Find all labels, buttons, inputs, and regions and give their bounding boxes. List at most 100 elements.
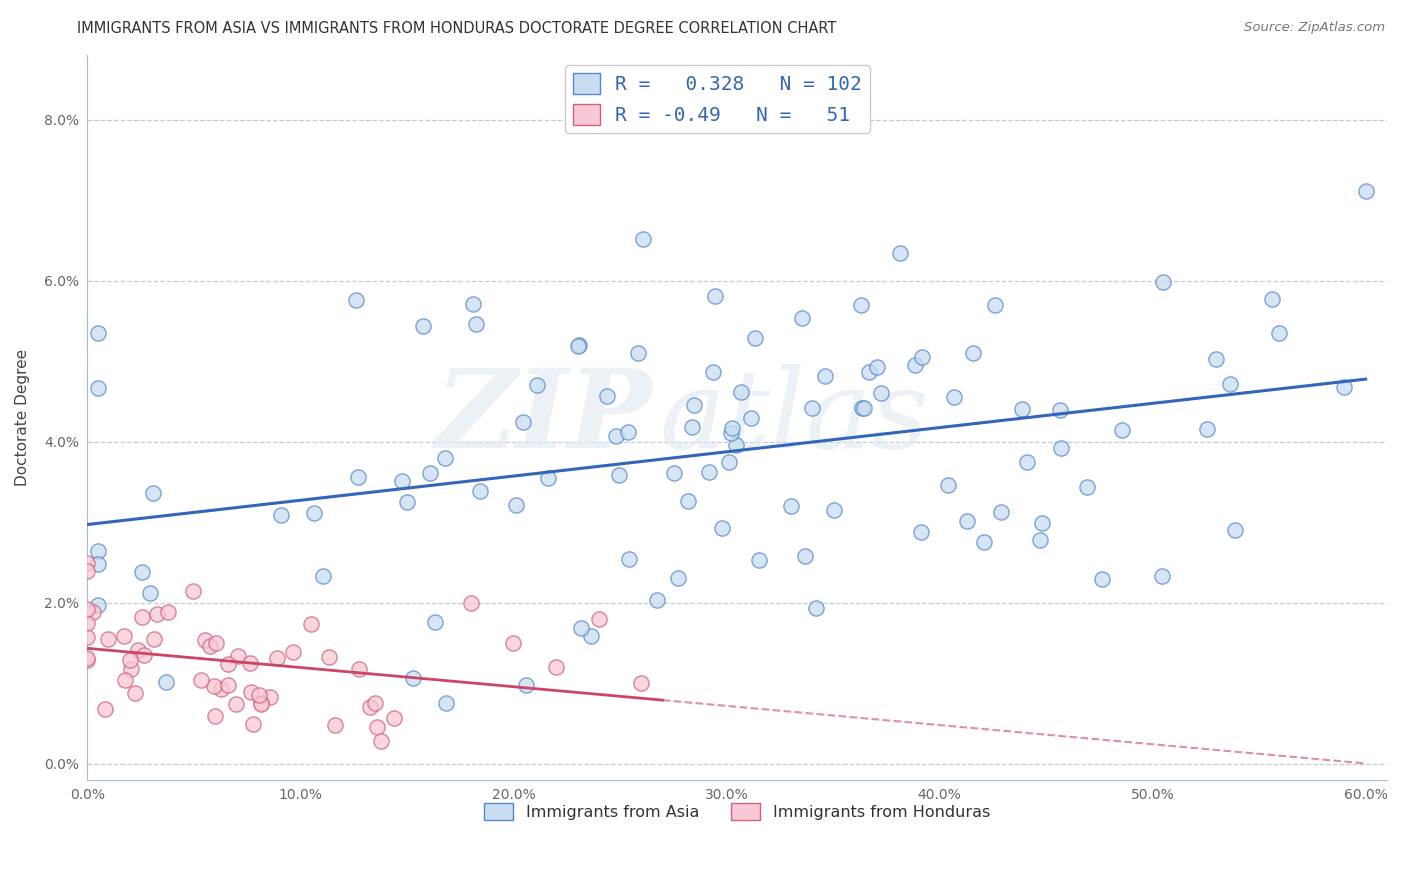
Point (1011, 402, 1033, 417)
Point (1050, 441, 1073, 455)
Point (190, 673, 212, 687)
Point (744, 330, 766, 344)
Point (266, 650, 288, 665)
Point (87, 598, 110, 612)
Point (605, 429, 627, 443)
Point (423, 615, 446, 629)
Point (853, 401, 876, 415)
Point (359, 700, 381, 714)
Point (94, 702, 117, 716)
Point (823, 503, 845, 517)
Point (720, 421, 742, 435)
Point (800, 401, 823, 416)
Text: Source: ZipAtlas.com: Source: ZipAtlas.com (1244, 21, 1385, 34)
Point (87, 557, 110, 571)
Point (82, 605, 104, 619)
Point (366, 720, 388, 734)
Point (990, 505, 1012, 519)
Point (910, 524, 932, 539)
Point (142, 485, 165, 500)
Point (155, 675, 177, 690)
Point (382, 711, 405, 725)
Point (228, 648, 250, 663)
Point (710, 521, 733, 535)
Point (607, 467, 630, 482)
Point (676, 493, 699, 508)
Point (434, 696, 457, 710)
Point (299, 616, 322, 631)
Point (204, 635, 226, 649)
Point (344, 293, 367, 307)
Point (209, 682, 232, 697)
Point (1223, 523, 1246, 537)
Point (142, 632, 165, 646)
Point (633, 232, 655, 246)
Point (127, 643, 149, 657)
Point (984, 298, 1007, 312)
Point (962, 346, 984, 360)
Text: atlas: atlas (659, 364, 929, 471)
Point (780, 500, 803, 514)
Point (666, 571, 689, 585)
Point (239, 656, 262, 670)
Point (502, 636, 524, 650)
Point (792, 310, 814, 325)
Point (911, 350, 934, 364)
Point (1028, 533, 1050, 547)
Point (460, 596, 482, 610)
Point (526, 378, 548, 392)
Point (323, 718, 346, 732)
Point (536, 470, 558, 484)
Point (512, 415, 534, 429)
Point (433, 451, 456, 466)
Point (1354, 184, 1376, 198)
Point (146, 607, 169, 621)
Point (76, 564, 98, 578)
Point (118, 653, 141, 667)
Point (76, 616, 98, 631)
Point (87, 381, 110, 395)
Text: ZIP: ZIP (436, 364, 652, 471)
Point (131, 610, 153, 624)
Point (720, 426, 742, 441)
Point (259, 690, 281, 704)
Point (748, 552, 770, 566)
Point (204, 709, 226, 723)
Point (717, 455, 740, 469)
Point (1015, 455, 1038, 469)
Point (697, 465, 720, 479)
Point (395, 494, 418, 508)
Point (242, 716, 264, 731)
Point (1219, 376, 1241, 391)
Point (183, 583, 205, 598)
Point (568, 338, 591, 352)
Point (217, 678, 239, 692)
Point (124, 686, 146, 700)
Point (973, 535, 995, 549)
Point (120, 662, 142, 676)
Point (391, 474, 413, 488)
Point (740, 410, 762, 425)
Point (347, 470, 370, 484)
Point (114, 673, 136, 687)
Point (567, 339, 589, 353)
Point (349, 662, 371, 676)
Point (76, 602, 98, 616)
Point (866, 359, 889, 374)
Point (247, 688, 270, 702)
Point (76, 630, 98, 644)
Point (1152, 275, 1174, 289)
Point (240, 685, 263, 699)
Point (858, 365, 880, 379)
Point (956, 514, 979, 528)
Point (270, 508, 292, 522)
Point (581, 629, 603, 643)
Point (412, 318, 434, 333)
Point (662, 467, 685, 481)
Point (132, 648, 155, 663)
Point (76, 556, 98, 570)
Point (76, 653, 98, 667)
Point (1195, 422, 1218, 436)
Point (571, 621, 593, 635)
Point (588, 612, 610, 626)
